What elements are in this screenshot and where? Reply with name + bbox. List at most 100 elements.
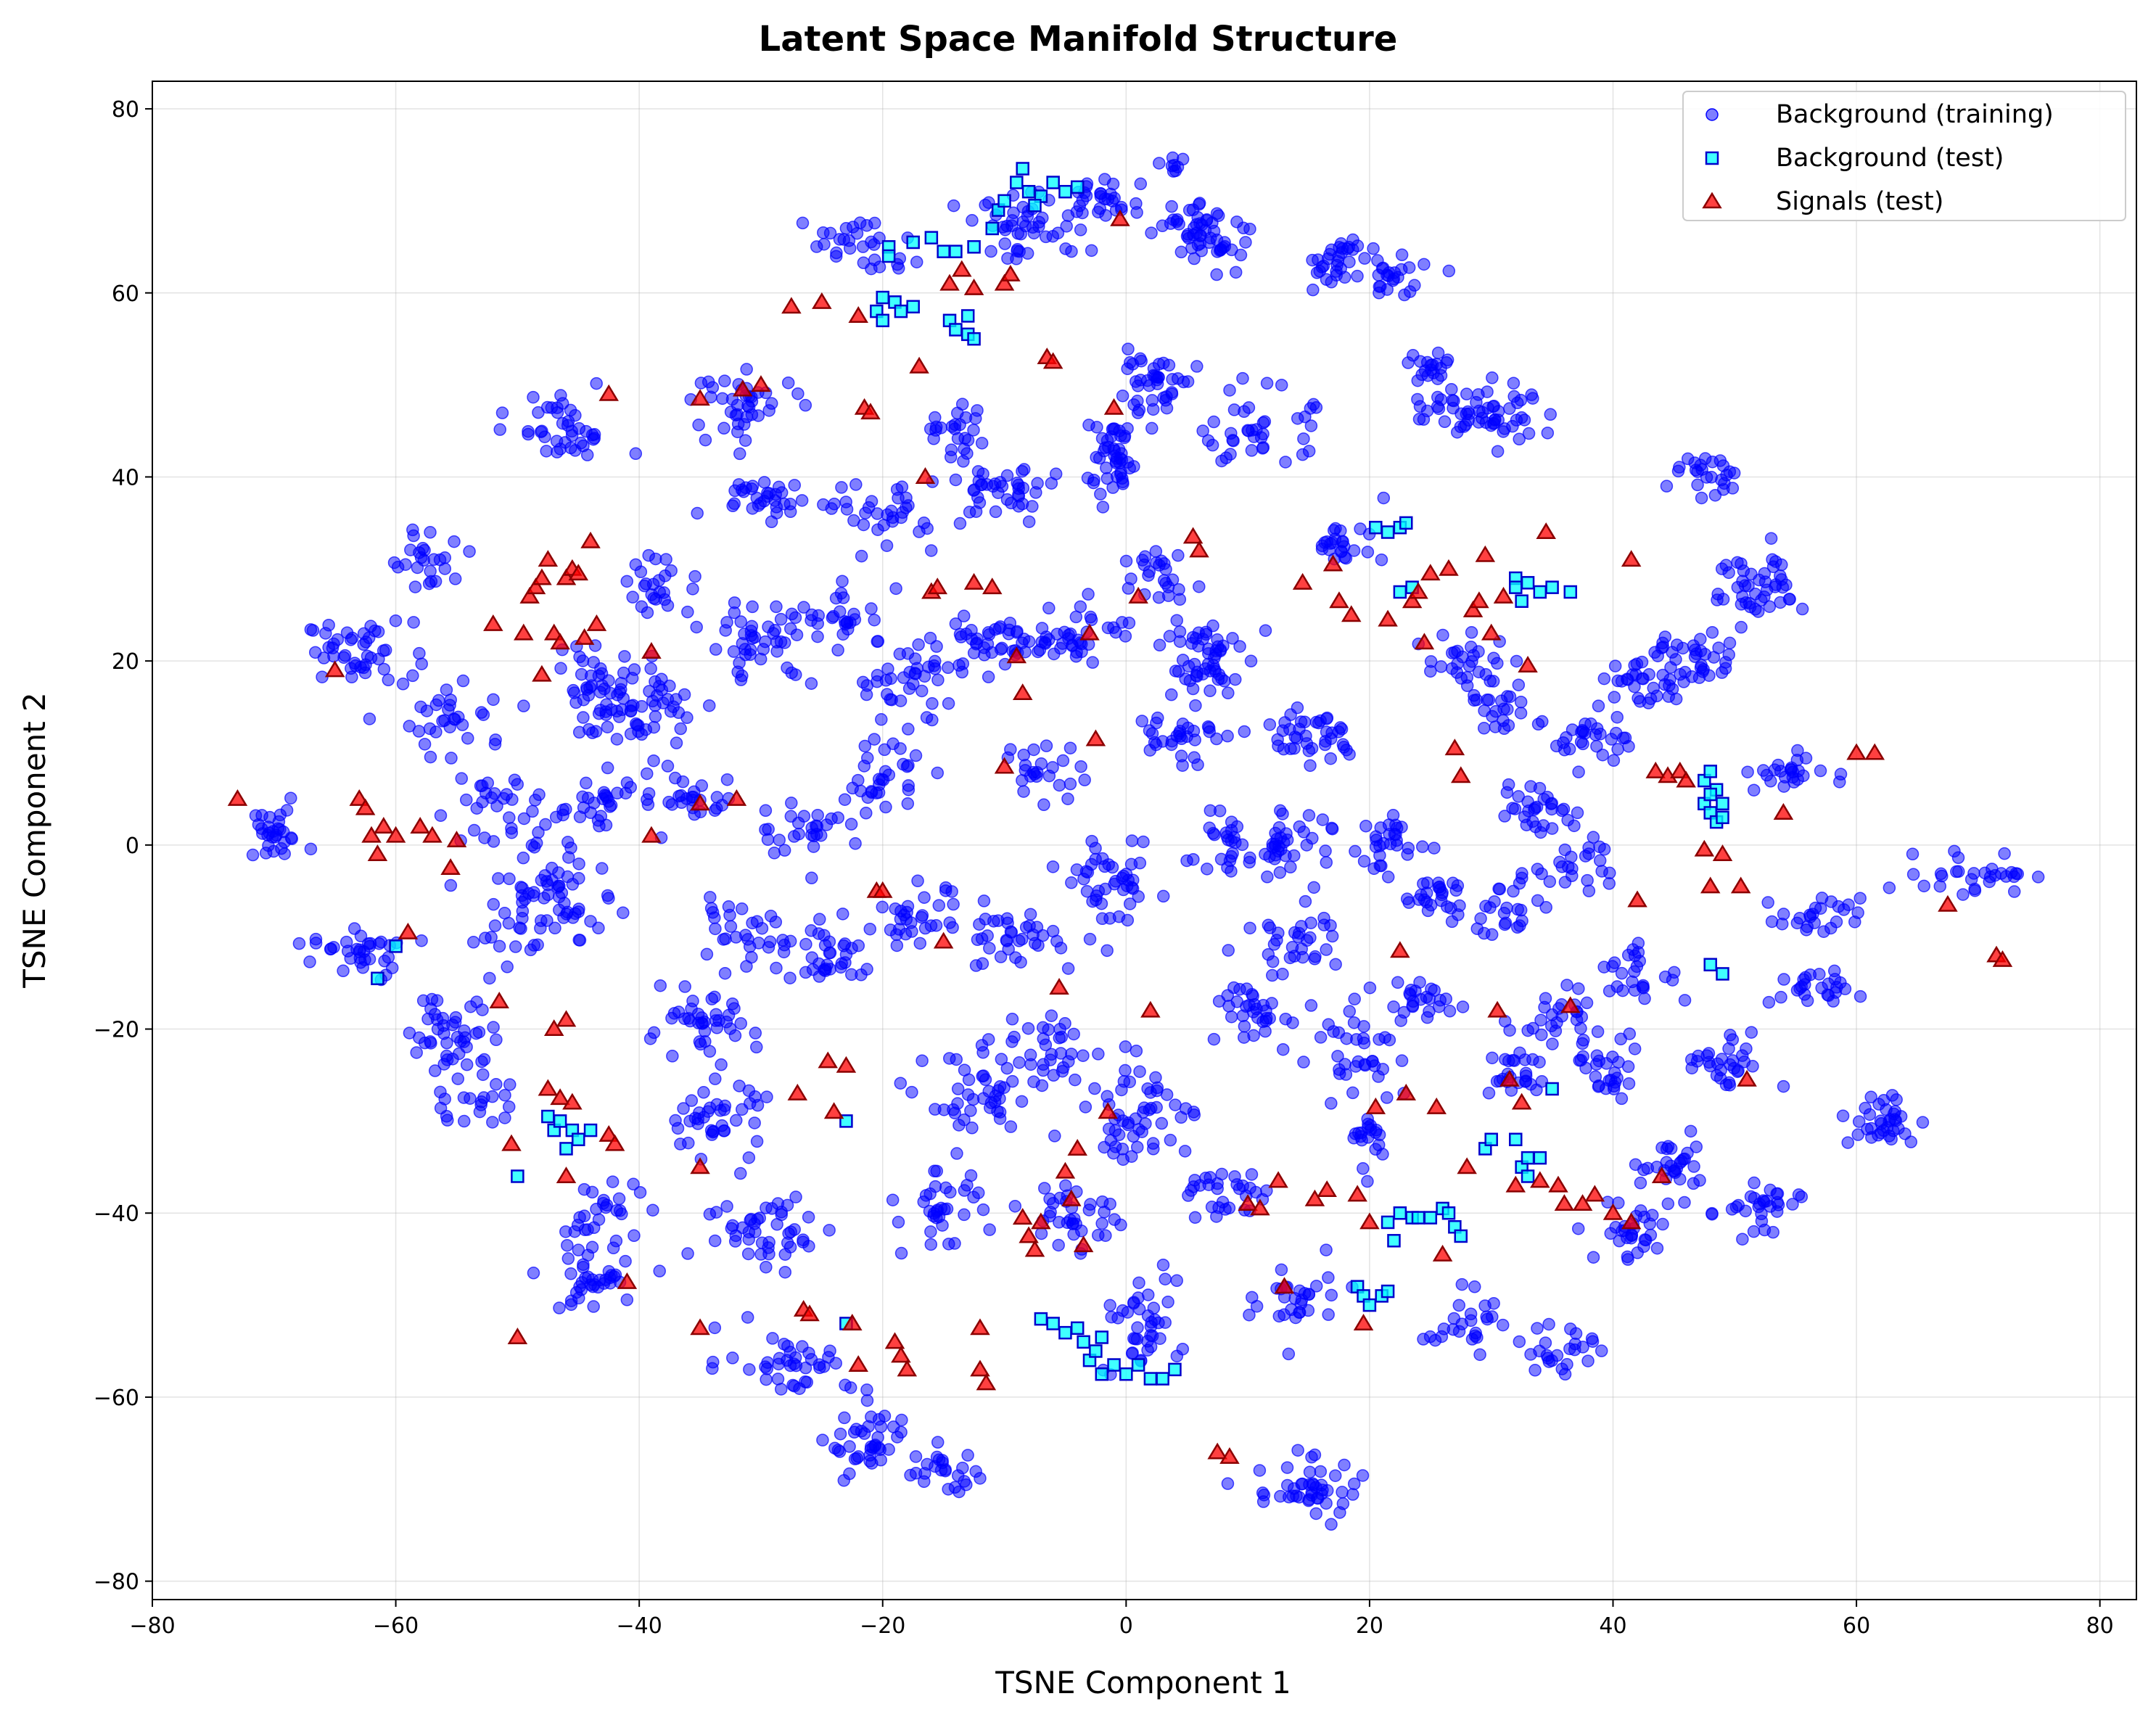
test-background-point xyxy=(1515,594,1528,608)
training-point xyxy=(1037,1063,1050,1077)
training-point xyxy=(1225,1010,1238,1024)
training-point xyxy=(1572,982,1585,995)
training-point xyxy=(733,447,746,461)
training-point xyxy=(667,1007,681,1020)
training-point xyxy=(1824,895,1838,908)
training-point xyxy=(1745,567,1758,581)
training-point xyxy=(606,1241,620,1255)
training-point xyxy=(1765,915,1779,929)
training-point xyxy=(1302,1288,1315,1301)
training-point xyxy=(418,738,432,751)
training-point xyxy=(895,1413,908,1427)
training-point xyxy=(1161,589,1175,602)
training-point xyxy=(2031,871,2045,884)
training-point xyxy=(1271,733,1284,746)
training-point xyxy=(1320,856,1333,869)
training-point xyxy=(1106,860,1119,874)
training-point xyxy=(1133,1065,1146,1078)
training-point xyxy=(1021,1021,1035,1035)
training-point xyxy=(1056,754,1070,768)
test-background-point xyxy=(1703,765,1717,778)
training-point xyxy=(553,1301,566,1314)
training-point xyxy=(678,980,691,993)
training-point xyxy=(1351,239,1365,252)
training-point xyxy=(976,1092,990,1106)
training-point xyxy=(444,878,458,892)
training-point xyxy=(1148,736,1161,749)
training-point xyxy=(1332,1026,1346,1040)
training-point xyxy=(704,891,717,904)
training-point xyxy=(1307,283,1320,297)
training-point xyxy=(1225,243,1238,257)
training-point xyxy=(669,1114,682,1127)
training-point xyxy=(1387,1000,1400,1013)
training-point xyxy=(1017,633,1031,646)
test-background-point xyxy=(1046,176,1060,189)
training-point xyxy=(692,419,705,432)
test-background-point xyxy=(894,304,908,318)
training-point xyxy=(1431,372,1444,385)
training-point xyxy=(918,891,931,904)
training-point xyxy=(1157,356,1170,370)
training-point xyxy=(1576,1050,1589,1063)
training-point xyxy=(1156,889,1170,903)
training-point xyxy=(1745,1026,1758,1039)
training-point xyxy=(391,561,405,574)
training-point xyxy=(962,1073,976,1087)
training-point xyxy=(1173,635,1187,649)
training-point xyxy=(1202,647,1215,660)
training-point xyxy=(707,1355,720,1369)
training-point xyxy=(828,1441,842,1455)
training-point xyxy=(1078,773,1091,786)
training-point xyxy=(493,423,506,436)
training-point xyxy=(691,506,704,520)
training-point xyxy=(1067,1027,1080,1041)
training-point xyxy=(527,390,540,404)
training-point xyxy=(1499,916,1513,930)
training-point xyxy=(1351,1055,1365,1069)
training-point xyxy=(1300,839,1314,852)
training-point xyxy=(1482,1087,1496,1100)
training-point xyxy=(1283,1490,1296,1504)
training-point xyxy=(440,1036,453,1050)
training-point xyxy=(865,262,878,276)
training-point xyxy=(1376,1063,1389,1076)
training-point xyxy=(1066,638,1079,651)
training-point xyxy=(816,1433,829,1447)
training-point xyxy=(1172,548,1185,562)
training-point xyxy=(1760,1195,1773,1208)
training-point xyxy=(1589,1058,1603,1071)
training-point xyxy=(1090,450,1103,464)
training-point xyxy=(1131,1321,1144,1334)
training-point xyxy=(1481,385,1494,398)
training-point xyxy=(1608,659,1622,672)
training-point xyxy=(724,920,738,933)
training-point xyxy=(1400,892,1414,905)
training-point xyxy=(618,650,631,663)
training-point xyxy=(1015,1095,1029,1108)
training-point xyxy=(1671,464,1685,478)
y-tick-label: 0 xyxy=(126,834,139,859)
training-point xyxy=(1116,389,1130,403)
training-point xyxy=(947,199,960,213)
training-point xyxy=(1115,1083,1128,1097)
y-tick-label: 80 xyxy=(112,97,139,123)
training-point xyxy=(1695,491,1708,505)
training-point xyxy=(1092,205,1105,219)
training-point xyxy=(337,964,350,978)
training-point xyxy=(805,677,818,690)
training-point xyxy=(1129,1332,1142,1346)
test-background-point xyxy=(1381,1215,1395,1230)
training-point xyxy=(1230,820,1244,834)
training-point xyxy=(585,1185,599,1199)
training-point xyxy=(588,428,601,441)
training-point xyxy=(1055,1030,1069,1044)
training-point xyxy=(1571,806,1584,820)
training-point xyxy=(433,553,447,567)
training-point xyxy=(1016,497,1029,511)
test-background-point xyxy=(906,235,920,250)
training-point xyxy=(1747,1225,1761,1238)
test-background-point xyxy=(1423,1211,1438,1225)
training-point xyxy=(619,1254,632,1268)
training-point xyxy=(1288,849,1301,863)
